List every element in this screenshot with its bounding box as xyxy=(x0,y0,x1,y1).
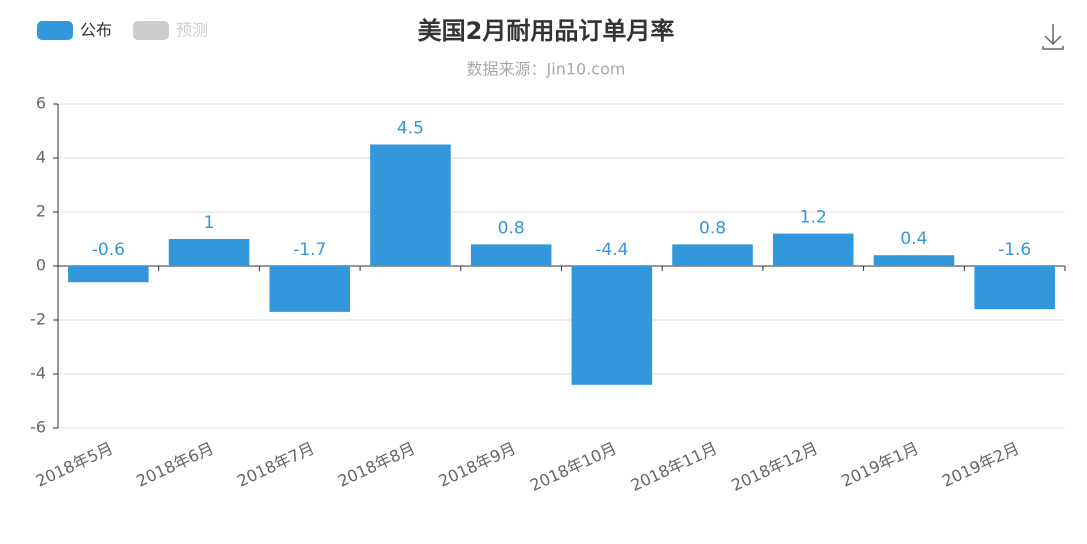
bar xyxy=(772,233,854,266)
legend-label[interactable]: 公布 xyxy=(80,21,112,40)
chart-subtitle: 数据来源：Jin10.com xyxy=(467,60,626,79)
value-label: 1 xyxy=(204,213,215,233)
legend-swatch[interactable] xyxy=(133,21,169,40)
value-label: 0.4 xyxy=(900,229,927,249)
bar xyxy=(974,266,1055,310)
y-tick-label: 2 xyxy=(36,202,46,221)
x-tick-label: 2018年12月 xyxy=(728,438,820,495)
download-icon[interactable] xyxy=(1042,24,1064,50)
x-tick-label: 2018年9月 xyxy=(436,438,519,490)
bar xyxy=(470,244,552,266)
x-tick-label: 2018年5月 xyxy=(33,438,116,490)
y-tick-label: 4 xyxy=(36,148,46,167)
x-tick-label: 2018年7月 xyxy=(234,438,317,490)
value-label: -1.6 xyxy=(998,240,1031,260)
bar xyxy=(68,266,149,283)
value-label: 4.5 xyxy=(397,119,424,139)
x-tick-label: 2018年11月 xyxy=(628,438,720,495)
value-label: 0.8 xyxy=(699,218,726,238)
value-label: 1.2 xyxy=(800,208,827,228)
value-label: -4.4 xyxy=(595,240,628,260)
value-label: -1.7 xyxy=(293,240,326,260)
value-label: 0.8 xyxy=(498,218,525,238)
bar xyxy=(168,239,250,266)
x-tick-label: 2019年2月 xyxy=(939,438,1022,490)
bar xyxy=(269,266,351,312)
x-tick-label: 2018年8月 xyxy=(335,438,418,490)
bar xyxy=(370,144,451,266)
legend-label[interactable]: 预测 xyxy=(176,21,208,40)
x-tick-label: 2018年6月 xyxy=(133,438,216,490)
y-tick-label: -2 xyxy=(30,310,46,329)
x-tick-label: 2019年1月 xyxy=(838,438,921,490)
x-tick-label: 2018年10月 xyxy=(527,438,619,495)
y-tick-label: -6 xyxy=(30,418,46,437)
bar xyxy=(571,266,653,385)
download-glyph[interactable] xyxy=(1042,24,1064,50)
bar xyxy=(672,244,753,266)
chart-title: 美国2月耐用品订单月率 xyxy=(418,17,675,45)
value-label: -0.6 xyxy=(92,240,125,260)
legend-swatch[interactable] xyxy=(37,21,73,40)
bar xyxy=(873,255,955,266)
y-tick-label: 0 xyxy=(36,256,46,275)
y-tick-label: -4 xyxy=(30,364,46,383)
y-tick-label: 6 xyxy=(36,94,46,113)
